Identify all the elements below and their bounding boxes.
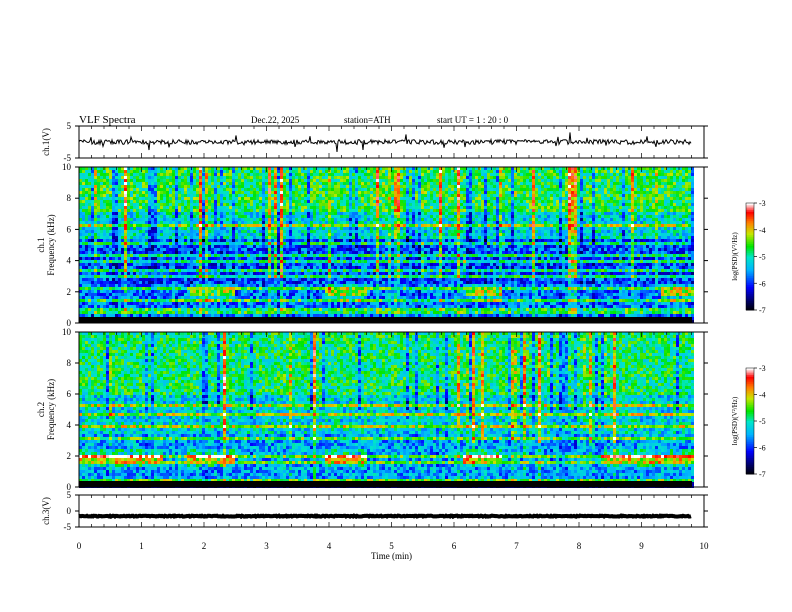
ch1-spectrogram-ytick-label: 4 [67, 256, 72, 266]
ch1-spectrogram-ytick-label: 10 [62, 162, 72, 172]
ch2-spectrogram-colorbar-tick-label: -4 [759, 391, 766, 400]
ch2-spectrogram-colorbar-label: log(PSD)(V²/Hz) [731, 396, 739, 445]
xtick-label: 7 [514, 541, 519, 551]
xtick-label: 0 [77, 541, 82, 551]
ch1-waveform-series-line [79, 132, 691, 152]
ch1-spectrogram-colorbar-label: log(PSD)(V²/Hz) [731, 232, 739, 281]
ch2-spectrogram-colorbar-tick-label: -5 [759, 417, 766, 426]
ch1-spectrogram-ylabel: Frequency (kHz) [46, 214, 56, 275]
s1-heatmap [79, 167, 694, 323]
ch1-spectrogram-colorbar-tick-label: -7 [759, 306, 766, 315]
ch2-spectrogram-colorbar-tick-label: -3 [759, 364, 766, 373]
ch2-spectrogram-ytick-label: 6 [67, 389, 72, 399]
ch3-waveform-ylabel: ch.3(V) [41, 497, 51, 525]
xtick-label: 8 [577, 541, 582, 551]
ch3-waveform-series-line [79, 516, 691, 517]
ch2-spectrogram-colorbar-tick-label: -7 [759, 470, 766, 479]
ch2-spectrogram-ylabel: ch.2 [36, 402, 46, 417]
ch2-spectrogram-colorbar [746, 368, 754, 475]
ch1-spectrogram-colorbar [746, 203, 754, 311]
ch1-waveform-ylabel: ch.1(V) [41, 128, 51, 156]
xaxis-label: Time (min) [371, 551, 412, 561]
xtick-label: 3 [264, 541, 269, 551]
s2-heatmap [79, 332, 694, 488]
ch1-spectrogram-colorbar-tick-label: -3 [759, 199, 766, 208]
ch3-waveform-ytick-label: 0 [67, 506, 72, 516]
ch1-spectrogram-ytick-label: 8 [67, 193, 72, 203]
ch2-spectrogram-ylabel: Frequency (kHz) [46, 379, 56, 440]
ch3-waveform-ytick-label: -5 [64, 522, 72, 532]
xtick-label: 2 [202, 541, 207, 551]
ch2-spectrogram-ytick-label: 2 [67, 451, 72, 461]
xtick-label: 1 [139, 541, 144, 551]
xtick-label: 5 [389, 541, 394, 551]
xtick-label: 10 [700, 541, 710, 551]
xtick-label: 6 [452, 541, 457, 551]
ch2-spectrogram-ytick-label: 8 [67, 358, 72, 368]
ch1-spectrogram-ytick-label: 2 [67, 287, 72, 297]
ch2-spectrogram-colorbar-tick-label: -6 [759, 444, 766, 453]
ch3-waveform-ytick-label: 5 [67, 490, 72, 500]
ch1-waveform-ytick-label: 5 [67, 121, 72, 131]
ch1-spectrogram-ylabel: ch.1 [36, 237, 46, 252]
ch1-spectrogram-colorbar-tick-label: -4 [759, 226, 766, 235]
ch1-spectrogram-ytick-label: 6 [67, 224, 72, 234]
ch1-spectrogram-colorbar-tick-label: -5 [759, 253, 766, 262]
xtick-label: 4 [327, 541, 332, 551]
ch1-spectrogram-colorbar-tick-label: -6 [759, 279, 766, 288]
ch2-spectrogram-ytick-label: 4 [67, 420, 72, 430]
xtick-label: 9 [639, 541, 644, 551]
ch2-spectrogram-ytick-label: 10 [62, 327, 72, 337]
